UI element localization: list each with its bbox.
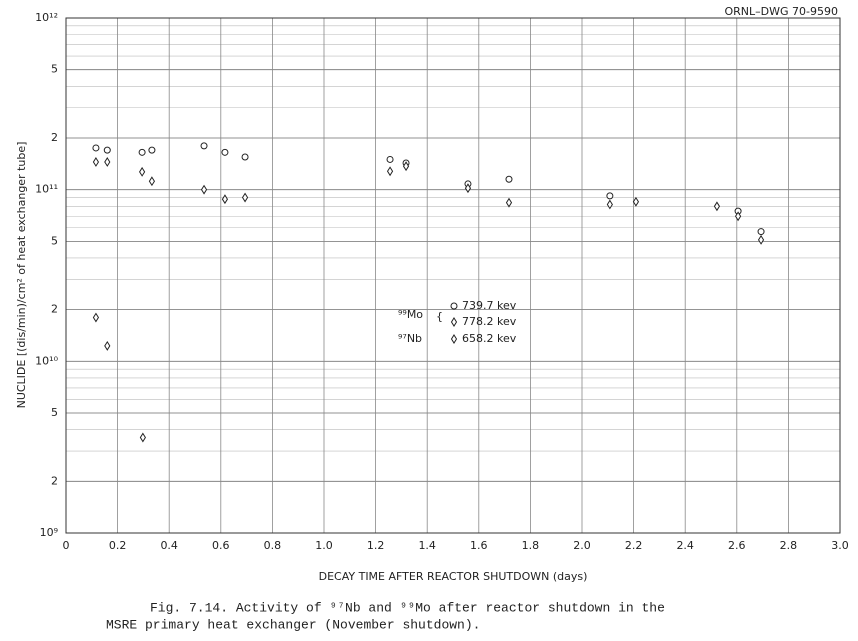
data-point	[241, 153, 249, 161]
x-tick-label: 0.6	[212, 539, 230, 552]
x-tick-label: 2.6	[728, 539, 746, 552]
data-point	[386, 166, 394, 177]
data-point	[606, 199, 613, 210]
data-point	[92, 144, 100, 152]
data-point	[735, 211, 742, 222]
y-tick-label: 10¹¹	[35, 183, 58, 196]
data-point	[92, 312, 100, 323]
x-tick-label: 2.0	[573, 539, 591, 552]
x-tick-label: 0.4	[160, 539, 178, 552]
caption-line: Fig. 7.14. Activity of ⁹⁷Nb and ⁹⁹Mo aft…	[150, 600, 665, 615]
y-tick-label: 10¹⁰	[35, 354, 58, 367]
data-point	[464, 183, 472, 194]
data-point	[103, 146, 111, 154]
data-point	[757, 234, 765, 245]
y-tick-label: 2	[51, 131, 58, 144]
x-tick-label: 1.2	[367, 539, 385, 552]
y-tick-label: 2	[51, 474, 58, 487]
x-axis-label: DECAY TIME AFTER REACTOR SHUTDOWN (days)	[319, 570, 588, 583]
data-point	[139, 166, 146, 177]
x-tick-label: 1.8	[522, 539, 540, 552]
legend-label: 739.7 kev	[462, 299, 517, 312]
legend-marker	[450, 302, 458, 310]
drawing-number: ORNL–DWG 70-9590	[725, 5, 839, 18]
legend-brace: {	[436, 310, 443, 323]
data-point	[148, 146, 156, 154]
data-point	[200, 184, 208, 195]
y-axis-label: NUCLIDE [(dis/min)/cm² of heat exchanger…	[15, 142, 28, 409]
x-tick-label: 0.2	[109, 539, 127, 552]
legend-marker	[450, 317, 458, 327]
data-point	[221, 148, 229, 156]
data-point	[200, 142, 208, 150]
legend-label: 778.2 kev	[462, 315, 517, 328]
x-tick-label: 0.8	[264, 539, 282, 552]
data-point	[148, 176, 156, 187]
x-tick-label: 0	[63, 539, 70, 552]
data-point	[104, 340, 111, 351]
data-point	[138, 148, 146, 156]
x-tick-label: 2.8	[780, 539, 798, 552]
legend-group: ⁹⁷Nb	[398, 332, 422, 345]
data-point	[104, 157, 111, 167]
data-point	[632, 196, 640, 207]
y-tick-label: 5	[51, 406, 58, 419]
data-point	[386, 155, 394, 163]
plot-frame	[65, 17, 841, 534]
data-point	[402, 161, 410, 172]
data-point	[606, 192, 614, 200]
data-point	[241, 192, 249, 203]
y-tick-label: 2	[51, 303, 58, 316]
x-tick-label: 1.6	[470, 539, 488, 552]
y-tick-label: 10⁹	[40, 526, 58, 539]
data-point	[505, 175, 513, 183]
data-point	[221, 194, 229, 205]
y-tick-label: 10¹²	[35, 11, 58, 24]
legend-group: ⁹⁹Mo	[398, 308, 423, 321]
x-tick-label: 1.0	[315, 539, 333, 552]
x-tick-label: 2.4	[676, 539, 694, 552]
y-tick-label: 5	[51, 234, 58, 247]
x-tick-label: 3.0	[831, 539, 849, 552]
legend-marker	[450, 334, 458, 344]
x-tick-label: 2.2	[625, 539, 643, 552]
data-point	[92, 157, 100, 167]
y-tick-label: 5	[51, 63, 58, 76]
caption-line: MSRE primary heat exchanger (November sh…	[106, 617, 480, 632]
x-tick-label: 1.4	[418, 539, 436, 552]
data-point	[139, 432, 146, 443]
legend-label: 658.2 kev	[462, 332, 517, 345]
data-point	[757, 228, 765, 236]
data-point	[713, 201, 721, 212]
data-point	[505, 197, 513, 208]
